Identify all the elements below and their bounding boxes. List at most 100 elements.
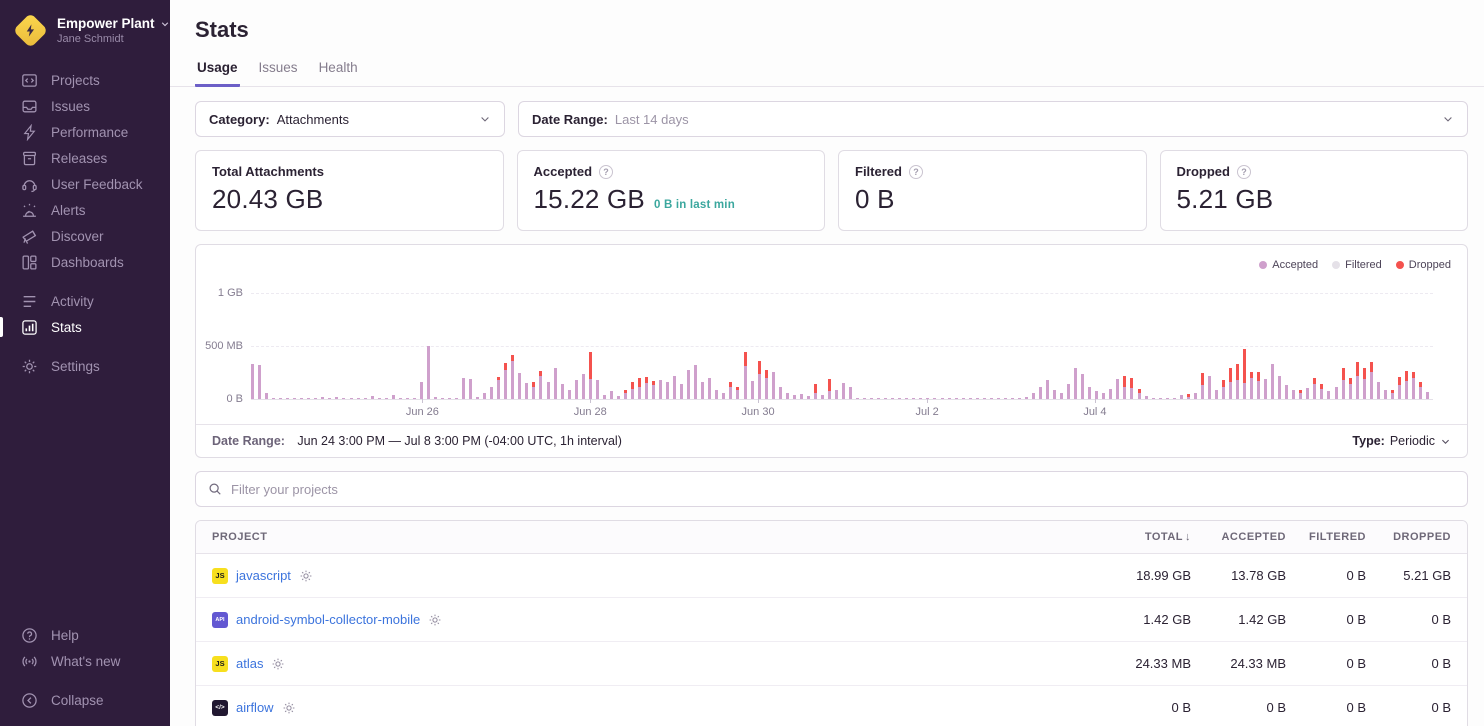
project-link[interactable]: android-symbol-collector-mobile: [236, 612, 421, 627]
column-header-accepted[interactable]: ACCEPTED: [1221, 531, 1286, 543]
column-header-dropped[interactable]: DROPPED: [1393, 531, 1451, 543]
project-link[interactable]: airflow: [236, 700, 274, 715]
org-name: Empower Plant: [57, 16, 155, 31]
help-icon: [22, 627, 37, 643]
project-link[interactable]: atlas: [236, 656, 264, 671]
tab-usage[interactable]: Usage: [195, 58, 240, 87]
card-filtered: Filtered? 0 B: [838, 150, 1147, 231]
chevron-down-icon: [1442, 113, 1454, 125]
sidebar-item-help[interactable]: Help: [0, 622, 170, 648]
card-label: Filtered: [855, 164, 902, 179]
legend-accepted[interactable]: Accepted: [1259, 259, 1318, 271]
usage-chart-panel: Accepted Filtered Dropped 1 GB 500 MB 0 …: [195, 244, 1468, 458]
project-filter-box: [195, 471, 1468, 507]
cell-accepted: 13.78 GB: [1231, 568, 1286, 583]
platform-badge-javascript: JS: [212, 655, 228, 672]
gridline-500mb: [251, 346, 1433, 347]
tabs-bar: Usage Issues Health: [170, 58, 1484, 87]
performance-icon: [23, 123, 36, 141]
legend-dot-dropped: [1395, 261, 1404, 269]
stat-cards: Total Attachments 20.43 GB Accepted? 15.…: [195, 150, 1468, 231]
sidebar-item-stats[interactable]: Stats: [0, 314, 170, 340]
stats-icon: [22, 319, 37, 335]
date-range-select[interactable]: Date Range: Last 14 days: [518, 101, 1468, 137]
sidebar-item-releases[interactable]: Releases: [0, 145, 170, 171]
cell-dropped: 5.21 GB: [1403, 568, 1451, 583]
sidebar-item-projects[interactable]: Projects: [0, 67, 170, 93]
projects-icon: [22, 73, 37, 87]
card-label: Dropped: [1176, 164, 1230, 179]
x-axis-tick: [422, 399, 424, 403]
x-axis-labels: Jun 26 Jun 28 Jun 30 Jul 2 Jul 4: [251, 400, 1433, 424]
sidebar-footer: Help What's new Collapse: [0, 622, 170, 726]
sidebar-item-user-feedback[interactable]: User Feedback: [0, 171, 170, 197]
x-axis-label: Jun 26: [405, 406, 439, 418]
legend-filtered[interactable]: Filtered: [1332, 259, 1382, 271]
chart-plot-area[interactable]: 1 GB 500 MB 0 B: [205, 287, 1433, 405]
sidebar-item-label: Issues: [51, 98, 91, 114]
help-tooltip-icon[interactable]: ?: [599, 164, 614, 179]
sidebar-item-label: What's new: [51, 653, 121, 669]
project-settings-gear-icon[interactable]: [282, 701, 296, 715]
user-name: Jane Schmidt: [57, 33, 124, 45]
legend-label: Dropped: [1408, 259, 1451, 271]
sidebar-item-label: Settings: [51, 358, 100, 374]
cell-dropped: 0 B: [1431, 700, 1451, 715]
x-axis-label: Jun 28: [573, 406, 607, 418]
sidebar-collapse-button[interactable]: Collapse: [0, 687, 170, 713]
main-content: Stats Usage Issues Health Category: Atta…: [170, 0, 1484, 726]
search-icon: [209, 483, 221, 495]
legend-label: Filtered: [1345, 259, 1382, 271]
legend-dropped[interactable]: Dropped: [1395, 259, 1451, 271]
collapse-icon: [22, 692, 37, 708]
sidebar-item-label: Collapse: [51, 692, 104, 708]
column-header-project[interactable]: PROJECT: [212, 531, 268, 543]
sidebar-nav-tertiary: Settings: [0, 353, 170, 379]
project-settings-gear-icon[interactable]: [271, 657, 285, 671]
sidebar-item-activity[interactable]: Activity: [0, 288, 170, 314]
alerts-icon: [23, 203, 36, 217]
tab-issues[interactable]: Issues: [258, 60, 298, 75]
help-tooltip-icon[interactable]: ?: [1236, 164, 1251, 179]
sort-desc-arrow: ↓: [1185, 531, 1191, 543]
broadcast-icon: [22, 655, 37, 667]
project-settings-gear-icon[interactable]: [299, 569, 313, 583]
legend-dot-accepted: [1259, 261, 1268, 269]
sidebar-item-performance[interactable]: Performance: [0, 119, 170, 145]
sidebar-nav-primary: Projects Issues Performance Releases Use…: [0, 67, 170, 275]
sidebar-item-settings[interactable]: Settings: [0, 353, 170, 379]
sidebar-item-issues[interactable]: Issues: [0, 93, 170, 119]
project-settings-gear-icon[interactable]: [428, 613, 442, 627]
tab-health[interactable]: Health: [318, 60, 358, 75]
chart-type-select[interactable]: Type: Periodic: [1352, 434, 1451, 448]
sidebar-item-discover[interactable]: Discover: [0, 223, 170, 249]
sidebar-item-whats-new[interactable]: What's new: [0, 648, 170, 674]
card-value: 5.21 GB: [1176, 184, 1274, 214]
sentry-org-logo: [12, 12, 49, 49]
column-header-filtered[interactable]: FILTERED: [1309, 531, 1366, 543]
org-switcher[interactable]: Empower Plant Jane Schmidt: [0, 0, 170, 63]
project-link[interactable]: javascript: [236, 568, 291, 583]
card-label: Total Attachments: [212, 164, 324, 179]
sidebar-item-label: Discover: [51, 228, 104, 244]
column-header-total[interactable]: TOTAL ↓: [1144, 531, 1191, 543]
cell-accepted: 24.33 MB: [1230, 656, 1286, 671]
chart-legend: Accepted Filtered Dropped: [212, 258, 1451, 272]
cell-total: 0 B: [1171, 700, 1191, 715]
filter-row: Category: Attachments Date Range: Last 1…: [195, 101, 1468, 137]
cell-filtered: 0 B: [1346, 612, 1366, 627]
sidebar-item-dashboards[interactable]: Dashboards: [0, 249, 170, 275]
project-filter-input[interactable]: [231, 481, 1455, 497]
y-axis-label: 500 MB: [205, 340, 243, 352]
date-range-footer-value: Jun 24 3:00 PM — Jul 8 3:00 PM (-04:00 U…: [297, 434, 622, 448]
chart-date-range: Date Range: Jun 24 3:00 PM — Jul 8 3:00 …: [212, 434, 622, 448]
category-select[interactable]: Category: Attachments: [195, 101, 505, 137]
cell-dropped: 0 B: [1431, 612, 1451, 627]
help-tooltip-icon[interactable]: ?: [908, 164, 923, 179]
cell-accepted: 1.42 GB: [1238, 612, 1286, 627]
x-axis-label: Jul 4: [1083, 406, 1107, 418]
date-range-value: Last 14 days: [614, 111, 689, 127]
sidebar-item-label: Alerts: [51, 202, 86, 218]
sidebar-item-alerts[interactable]: Alerts: [0, 197, 170, 223]
